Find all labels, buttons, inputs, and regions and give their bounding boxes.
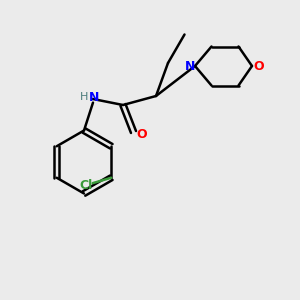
Text: Cl: Cl bbox=[80, 179, 93, 192]
Text: O: O bbox=[253, 59, 264, 73]
Text: N: N bbox=[89, 91, 100, 104]
Text: O: O bbox=[136, 128, 147, 142]
Text: N: N bbox=[184, 59, 195, 73]
Text: H: H bbox=[80, 92, 88, 103]
